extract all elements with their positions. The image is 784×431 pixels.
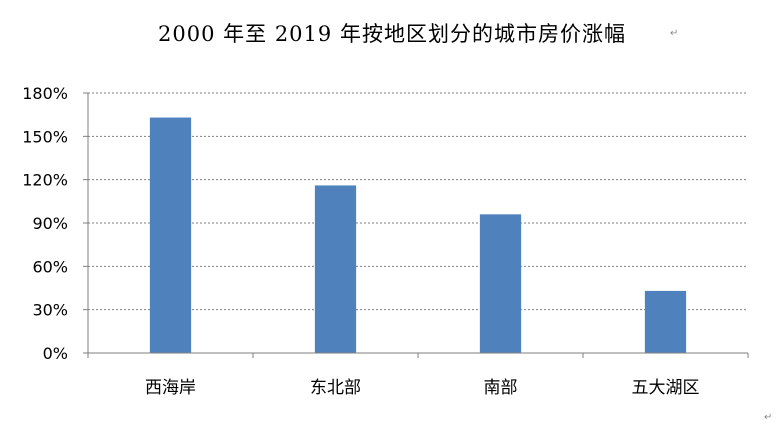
bar — [149, 117, 192, 353]
x-category-labels: 西海岸 东北部 南部 五大湖区 — [145, 378, 700, 398]
y-tick-label: 150% — [22, 127, 68, 146]
x-category-label: 南部 — [484, 378, 518, 398]
chart-title: 2000 年至 2019 年按地区划分的城市房价涨幅 — [158, 22, 626, 46]
y-tick-label: 60% — [32, 257, 68, 276]
x-category-label: 西海岸 — [145, 378, 196, 398]
y-tick-labels: 0% 30% 60% 90% 120% 150% 180% — [22, 84, 68, 363]
title-paragraph-mark: ↵ — [670, 28, 679, 39]
y-tick-label: 120% — [22, 171, 68, 190]
axes — [83, 92, 749, 358]
bar — [314, 185, 357, 353]
footer-paragraph-mark: ↵ — [764, 412, 773, 423]
y-tick-label: 180% — [22, 84, 68, 103]
y-tick-label: 90% — [32, 214, 68, 233]
gridlines — [88, 92, 748, 311]
x-category-label: 五大湖区 — [632, 378, 700, 398]
bar — [479, 214, 522, 353]
x-category-label: 东北部 — [310, 378, 361, 398]
y-tick-label: 0% — [43, 344, 68, 363]
bar — [644, 290, 687, 353]
bars — [149, 117, 687, 353]
y-tick-label: 30% — [32, 301, 68, 320]
